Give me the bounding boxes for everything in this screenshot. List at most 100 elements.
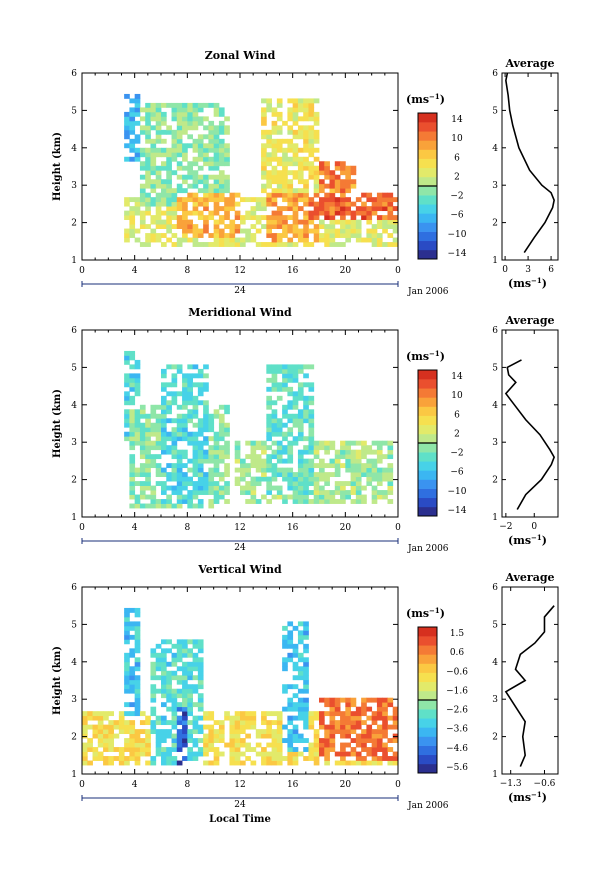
heatmap-cell [287, 485, 294, 491]
heatmap-cell [324, 449, 330, 455]
heatmap-cell [340, 463, 346, 469]
heatmap-cell [366, 197, 373, 203]
heatmap-cell [171, 382, 178, 388]
heatmap-cell [182, 233, 188, 238]
heatmap-cell [213, 179, 220, 185]
heatmap-cell [182, 377, 188, 383]
average-y-label: 5 [492, 106, 498, 116]
heatmap-cell [182, 395, 188, 401]
heatmap-cell [282, 724, 288, 730]
heatmap-cell [376, 192, 383, 198]
heatmap-cell [176, 436, 183, 442]
heatmap-cell [166, 463, 172, 469]
heatmap-cell [150, 706, 157, 712]
heatmap-cell [266, 485, 272, 491]
average-title: Average [504, 314, 554, 327]
heatmap-cell [287, 143, 294, 149]
heatmap-cell [350, 210, 357, 216]
heatmap-cell [166, 639, 172, 645]
heatmap-cell [187, 648, 193, 654]
heatmap-cell [271, 476, 278, 482]
heatmap-cell [303, 476, 309, 482]
heatmap-cell [145, 174, 151, 180]
heatmap-cell [392, 738, 399, 743]
heatmap-cell [345, 454, 351, 460]
heatmap-cell [303, 494, 309, 500]
heatmap-cell [250, 747, 257, 752]
heatmap-cell [155, 215, 162, 221]
heatmap-cell [129, 215, 136, 221]
heatmap-cell [171, 427, 178, 433]
heatmap-cell [145, 747, 151, 752]
heatmap-cell [382, 192, 388, 198]
heatmap-cell [187, 228, 193, 234]
heatmap-cell [166, 747, 172, 752]
heatmap-cell [92, 756, 99, 761]
heatmap-cell [292, 625, 299, 631]
heatmap-cell [124, 400, 130, 406]
heatmap-cell [292, 210, 299, 216]
heatmap-cell [129, 724, 136, 730]
heatmap-cell [134, 93, 141, 99]
heatmap-cell [313, 210, 320, 216]
heatmap-cell [308, 170, 315, 176]
heatmap-cell [329, 720, 336, 726]
heatmap-cell [324, 481, 330, 486]
heatmap-cell [297, 174, 304, 180]
heatmap-cell [208, 729, 215, 735]
heatmap-cell [197, 427, 204, 433]
heatmap-cell [171, 233, 178, 238]
heatmap-cell [161, 386, 167, 392]
heatmap-cell [187, 639, 193, 645]
heatmap-cell [134, 481, 141, 486]
heatmap-cell [255, 476, 262, 482]
heatmap-cell [261, 760, 267, 766]
heatmap-cell [187, 409, 193, 415]
heatmap-cell [203, 373, 209, 379]
heatmap-cell [171, 688, 178, 694]
heatmap-cell [182, 152, 188, 158]
heatmap-cell [303, 373, 309, 379]
colorbar-swatch [418, 140, 437, 150]
heatmap-cell [118, 747, 125, 752]
heatmap-cell [150, 688, 157, 694]
heatmap-cell [208, 481, 215, 486]
heatmap-cell [208, 733, 215, 739]
heatmap-cell [145, 485, 151, 491]
heatmap-cell [266, 201, 272, 207]
heatmap-cell [240, 490, 246, 495]
heatmap-cell [392, 215, 399, 221]
heatmap-cell [234, 711, 241, 717]
heatmap-cell [150, 233, 157, 238]
heatmap-cell [292, 174, 299, 180]
heatmap-cell [271, 742, 278, 748]
heatmap-cell [218, 192, 225, 198]
y-tick-label: 6 [71, 69, 77, 79]
heatmap-cell [340, 715, 346, 721]
heatmap-cell [145, 125, 151, 131]
heatmap-cell [308, 102, 315, 108]
heatmap-cell [134, 702, 141, 708]
heatmap-cell [303, 404, 309, 410]
heatmap-cell [303, 413, 309, 419]
heatmap-cell [108, 738, 114, 743]
heatmap-cell [218, 170, 225, 176]
heatmap-cell [276, 364, 283, 370]
heatmap-cell [313, 165, 320, 171]
heatmap-cell [161, 427, 167, 433]
heatmap-cell [155, 152, 162, 158]
heatmap-cell [297, 639, 304, 645]
heatmap-cell [182, 485, 188, 491]
heatmap-cell [282, 458, 288, 464]
heatmap-cell [129, 711, 136, 717]
heatmap-cell [392, 706, 399, 712]
heatmap-cell [355, 742, 362, 748]
colorbar-tick-label: −0.6 [446, 667, 468, 677]
heatmap-cell [292, 120, 299, 126]
heatmap-cell [313, 183, 320, 189]
heatmap-cell [303, 463, 309, 469]
y-tick-label: 3 [71, 438, 77, 448]
heatmap-cell [282, 377, 288, 383]
heatmap-cell [234, 228, 241, 234]
heatmap-cell [218, 156, 225, 162]
